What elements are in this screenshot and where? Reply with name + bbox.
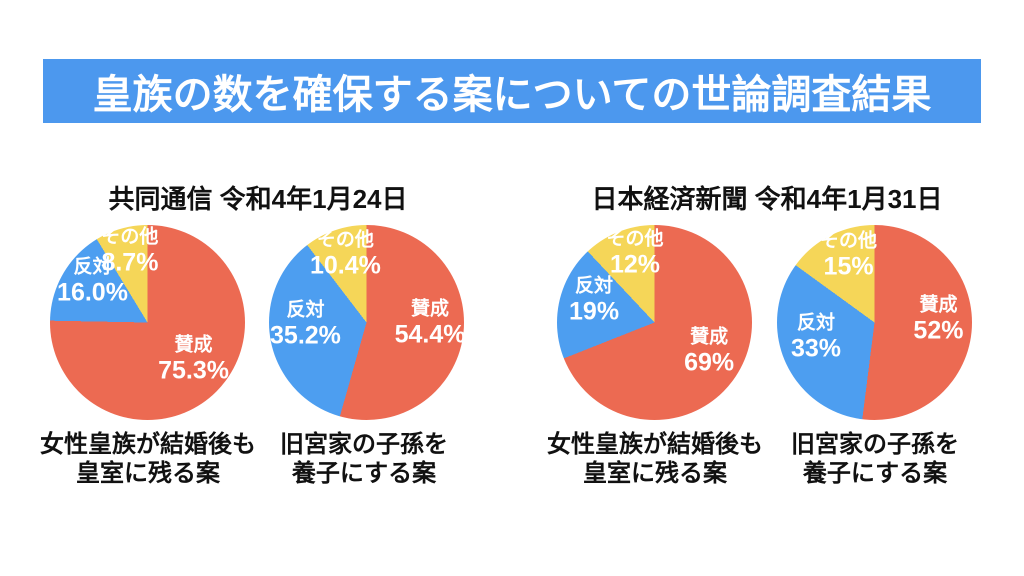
- slice-percent: 75.3%: [158, 356, 229, 385]
- slice-percent: 19%: [569, 297, 620, 326]
- slice-name: その他: [316, 229, 374, 251]
- pie-chart-nikkei-adopt: 賛成 52% 反対 33% その他 15%: [777, 225, 972, 420]
- slice-name: 賛成: [411, 298, 450, 320]
- chart-caption-kyodo-adopt: 旧宮家の子孫を 養子にする案: [234, 431, 494, 489]
- slice-name: 賛成: [690, 326, 729, 348]
- pie-disc-nikkei-adopt: [777, 225, 972, 420]
- slice-label-agree: 賛成 69%: [684, 327, 734, 376]
- pie-chart-kyodo-adopt: 賛成 54.4% 反対 35.2% その他 10.4%: [269, 225, 466, 420]
- caption-line: 養子にする案: [291, 459, 437, 487]
- slice-percent: 8.7%: [101, 248, 159, 277]
- title-banner: 皇族の数を確保する案についての世論調査結果: [43, 59, 981, 123]
- caption-line: 皇室に残る案: [76, 459, 220, 487]
- slice-name: 反対: [286, 299, 325, 321]
- slice-label-oppose: 反対 33%: [790, 312, 842, 363]
- caption-line: 旧宮家の子孫を: [791, 431, 959, 458]
- pie-disc-kyodo-remain: [50, 225, 245, 420]
- pie-disc-kyodo-adopt: [269, 225, 464, 420]
- slice-name: 賛成: [919, 294, 958, 316]
- chart-caption-nikkei-remain: 女性皇族が結婚後も 皇室に残る案: [525, 431, 785, 489]
- slice-label-agree: 賛成 54.4%: [394, 298, 466, 349]
- pie-chart-kyodo-remain: 賛成 75.3% 反対 16.0% その他 8.7%: [50, 225, 245, 420]
- section-header-kyodo: 共同通信 令和4年1月24日: [108, 184, 408, 214]
- slice-percent: 54.4%: [394, 320, 466, 349]
- page-title: 皇族の数を確保する案についての世論調査結果: [92, 73, 932, 117]
- slice-name: 反対: [575, 275, 614, 297]
- caption-line: 養子にする案: [802, 459, 948, 487]
- slice-percent: 10.4%: [309, 251, 381, 280]
- slice-name: 賛成: [174, 334, 213, 356]
- slice-name: その他: [101, 226, 159, 248]
- slice-label-other: その他 15%: [820, 230, 878, 281]
- slice-name: その他: [820, 230, 878, 252]
- slice-label-other: その他 12%: [606, 228, 664, 280]
- slice-name: 反対: [796, 312, 836, 334]
- caption-line: 皇室に残る案: [583, 459, 727, 487]
- chart-caption-kyodo-remain: 女性皇族が結婚後も 皇室に残る案: [18, 431, 278, 489]
- slice-percent: 69%: [684, 348, 735, 377]
- pie-chart-nikkei-remain: 賛成 69% 反対 19% その他 12%: [557, 225, 752, 420]
- slice-label-oppose: 反対 35.2%: [270, 299, 341, 350]
- slice-percent: 33%: [790, 334, 842, 363]
- slice-percent: 16.0%: [57, 278, 128, 307]
- slice-label-agree: 賛成 52%: [913, 295, 963, 344]
- caption-line: 旧宮家の子孫を: [280, 431, 448, 458]
- slice-name: その他: [606, 228, 664, 250]
- chart-caption-nikkei-adopt: 旧宮家の子孫を 養子にする案: [745, 431, 1005, 489]
- pie-disc-nikkei-remain: [557, 225, 752, 420]
- caption-line: 女性皇族が結婚後も: [40, 431, 256, 458]
- slice-name: 反対: [73, 256, 112, 278]
- slice-percent: 12%: [609, 251, 661, 280]
- slice-label-oppose: 反対 19%: [569, 275, 620, 326]
- slice-percent: 35.2%: [270, 321, 341, 350]
- slice-percent: 15%: [823, 253, 874, 281]
- slice-label-oppose: 反対 16.0%: [57, 256, 128, 307]
- slice-label-agree: 賛成 75.3%: [158, 335, 229, 384]
- slice-percent: 52%: [913, 316, 964, 345]
- caption-line: 女性皇族が結婚後も: [547, 431, 763, 458]
- slice-label-other: その他 8.7%: [101, 226, 159, 277]
- slice-label-other: その他 10.4%: [309, 229, 381, 280]
- section-header-nikkei: 日本経済新聞 令和4年1月31日: [591, 184, 943, 214]
